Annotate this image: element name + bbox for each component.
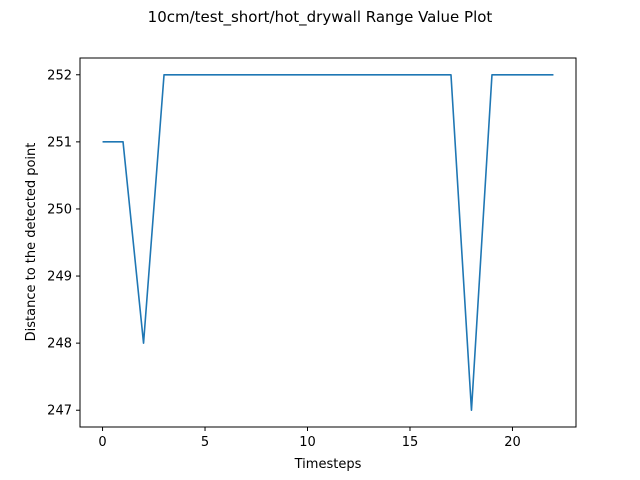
plot-frame [79,57,577,428]
x-tick-label: 10 [299,435,316,450]
y-tick-label: 251 [47,135,72,150]
series-line [102,73,554,412]
x-tick-label: 5 [201,435,209,450]
x-tick-label: 0 [98,435,106,450]
x-axis-label: Timesteps [294,457,362,472]
chart-title: 10cm/test_short/hot_drywall Range Value … [148,8,493,27]
y-tick-label: 250 [47,202,72,217]
y-tick-label: 249 [47,270,72,285]
series-layer [102,73,554,412]
y-tick-label: 247 [47,404,72,419]
y-tick-label: 252 [47,68,72,83]
y-tick-label: 248 [47,337,72,352]
x-tick-label: 20 [504,435,521,450]
y-axis-label: Distance to the detected point [24,143,39,342]
ticks-layer: 0 5 10 15 20 247 248 249 250 251 252 [47,68,521,450]
x-tick-label: 15 [402,435,419,450]
